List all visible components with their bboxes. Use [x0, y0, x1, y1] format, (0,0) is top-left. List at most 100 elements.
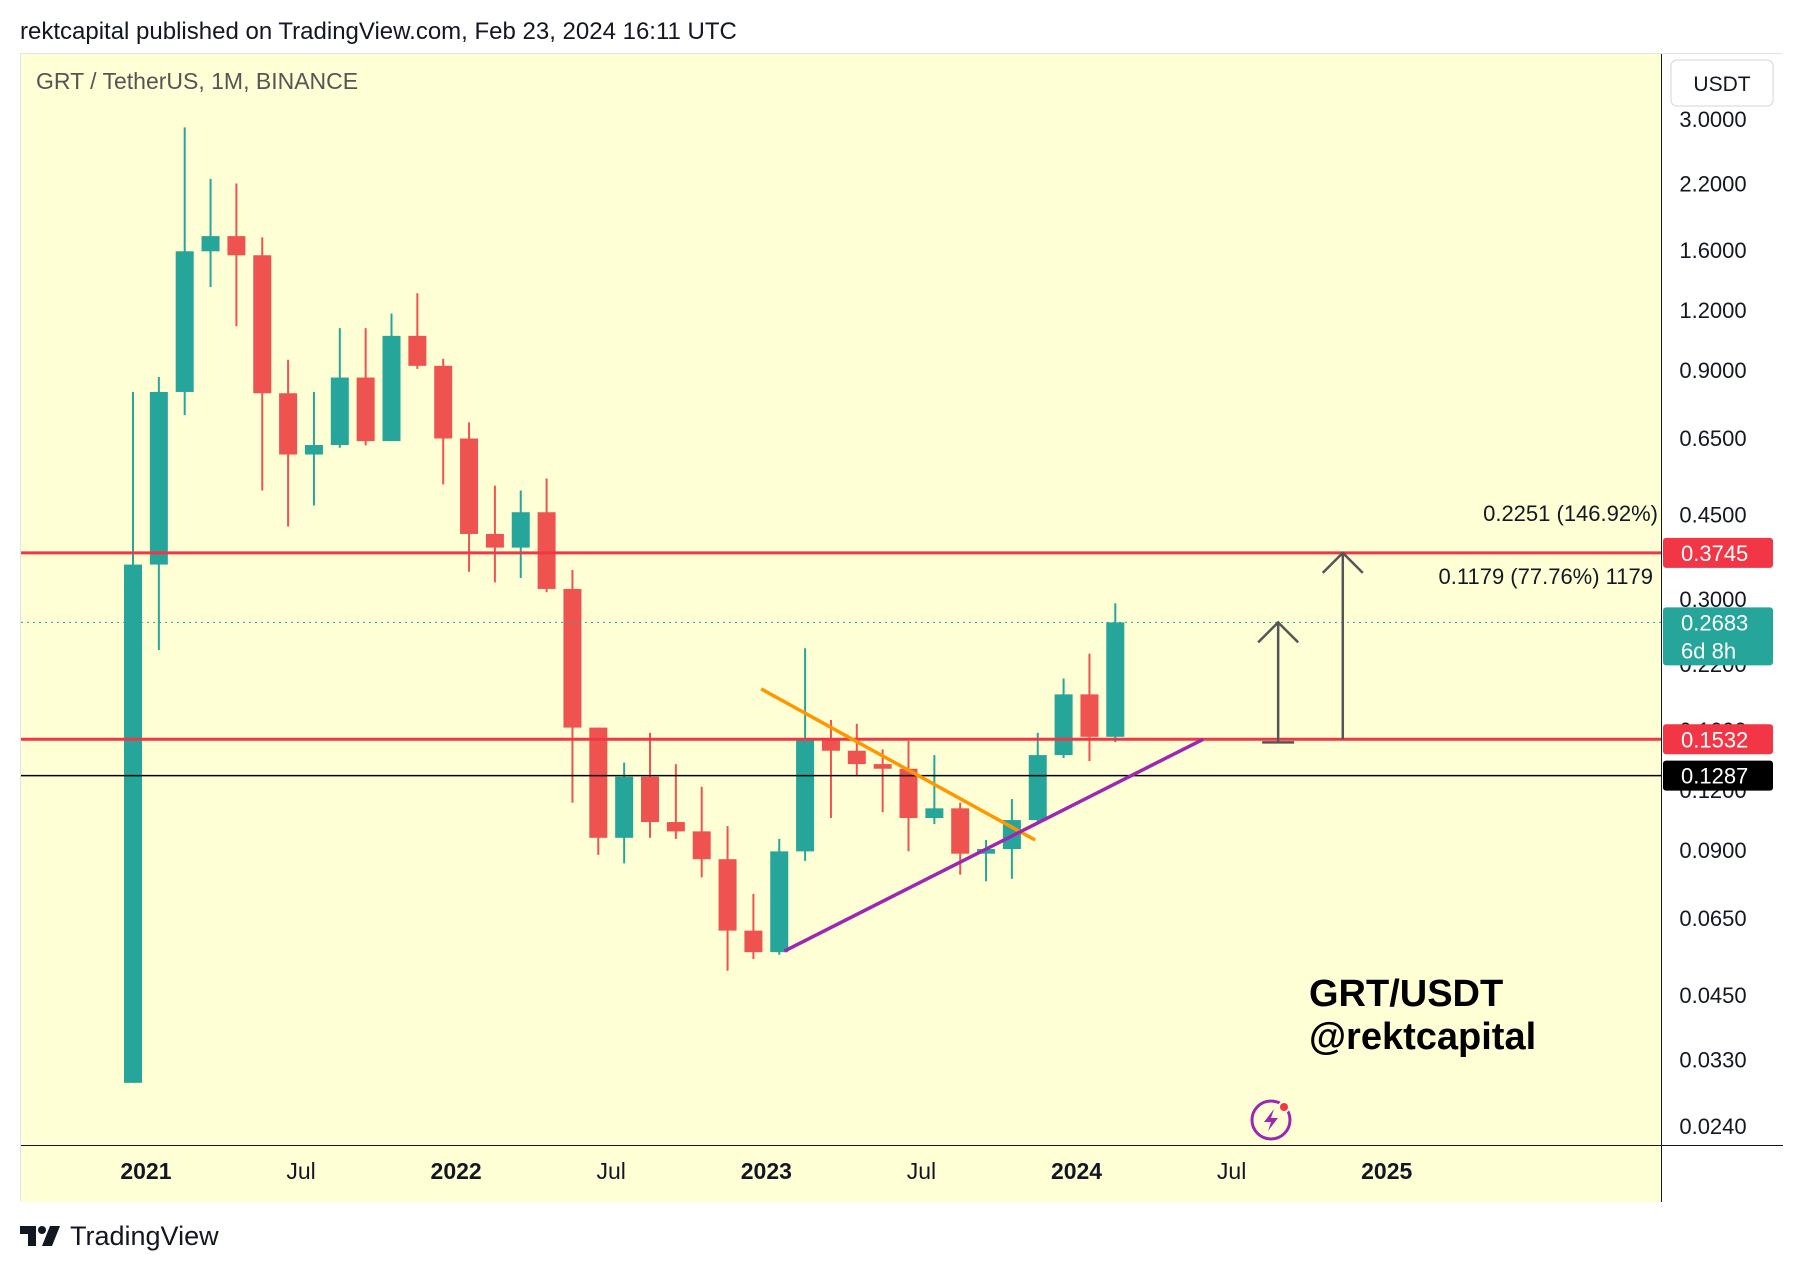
- candle-2023-01: [770, 838, 789, 955]
- currency-label[interactable]: USDT: [1693, 73, 1750, 96]
- chart-svg[interactable]: 0.1179 (77.76%) 1179 0.2251 (146.92%) 3.0…: [21, 54, 1783, 1202]
- candle-body: [1080, 694, 1099, 737]
- candle-body: [977, 849, 996, 854]
- candle-2021-10: [382, 313, 401, 442]
- candle-body: [1028, 755, 1047, 821]
- candle-2023-09: [977, 840, 996, 882]
- candle-body: [304, 445, 323, 455]
- time-tick-Jul: Jul: [907, 1158, 936, 1184]
- price-tick: 0.0900: [1679, 838, 1746, 863]
- candle-body: [382, 335, 401, 442]
- candle-body: [821, 739, 840, 751]
- measure-label: 0.2251 (146.92%): [1483, 501, 1658, 526]
- candle-2021-01: [149, 377, 168, 651]
- candle-body: [201, 236, 220, 252]
- lightning-bolt-icon[interactable]: [1250, 1099, 1292, 1141]
- measure-arrow-1[interactable]: 0.1179 (77.76%) 1179: [1257, 564, 1653, 744]
- candle-body: [925, 808, 944, 819]
- candle-2023-07: [925, 755, 944, 825]
- candle-body: [770, 851, 789, 953]
- candle-2024-01: [1080, 653, 1099, 762]
- time-tick-Jul: Jul: [1217, 1158, 1246, 1184]
- candle-body: [563, 588, 582, 728]
- price-axis[interactable]: 3.0000 2.2000 1.6000 1.2000 0.9000 0.6500 0.45…: [1662, 54, 1783, 1139]
- arrow-head: [1321, 551, 1364, 574]
- candle-2021-04: [227, 183, 246, 327]
- price-tag-0.3745: 0.3745: [1663, 537, 1773, 568]
- candle-body: [951, 808, 970, 854]
- price-tick: 0.0450: [1679, 983, 1746, 1008]
- plot-background: [21, 54, 1661, 1202]
- time-tick-2022: 2022: [431, 1158, 482, 1184]
- candle-2022-07: [615, 762, 634, 864]
- current-price-tag: 0.2683 6d 8h: [1663, 607, 1773, 666]
- time-axis[interactable]: 2021 Jul 2022 Jul 2023 Jul 2024 Jul 2025: [120, 1158, 1412, 1184]
- candle-body: [718, 859, 737, 931]
- candle-body: [899, 768, 918, 819]
- price-tick: 2.2000: [1679, 172, 1746, 197]
- price-tick: 1.2000: [1679, 298, 1746, 323]
- candle-body: [279, 393, 298, 455]
- time-tick-2024: 2024: [1051, 1158, 1102, 1184]
- candle-body: [485, 533, 504, 548]
- candle-body: [537, 512, 556, 589]
- candle-body: [356, 377, 375, 442]
- price-tick: 0.6500: [1679, 426, 1746, 451]
- candle-2022-08: [641, 732, 659, 838]
- candle-2022-01: [460, 422, 479, 572]
- candles-layer: [124, 127, 1125, 1083]
- candle-2022-04: [537, 478, 556, 593]
- tradingview-logo-icon: [20, 1226, 60, 1246]
- tradingview-brand: TradingView: [70, 1220, 219, 1251]
- time-tick-Jul: Jul: [597, 1158, 626, 1184]
- candle-2022-06: [589, 727, 608, 855]
- trendline-downtrend[interactable]: [760, 687, 1037, 842]
- time-tick-2023: 2023: [741, 1158, 792, 1184]
- candle-2024-02: [1106, 603, 1125, 743]
- candle-2022-02: [485, 485, 504, 583]
- candle-body: [615, 776, 634, 838]
- tradingview-footer[interactable]: TradingView: [20, 1218, 219, 1254]
- candle-2022-12: [744, 893, 763, 960]
- trendline-uptrend[interactable]: [783, 737, 1204, 953]
- candle-body: [124, 564, 142, 1083]
- measure-arrow-2[interactable]: 0.2251 (146.92%): [1321, 501, 1658, 740]
- candle-2023-02: [796, 648, 815, 861]
- currency-button[interactable]: USDT: [1670, 59, 1774, 107]
- candle-2021-07: [304, 391, 323, 506]
- candle-2023-05: [873, 749, 892, 813]
- candle-body: [873, 764, 892, 769]
- candle-2020-12: [124, 391, 142, 1083]
- arrow-head: [1257, 620, 1300, 644]
- candle-body: [460, 438, 479, 534]
- time-tick-2021: 2021: [120, 1158, 171, 1184]
- candle-body: [1054, 694, 1073, 756]
- time-tick-Jul: Jul: [286, 1158, 315, 1184]
- annotations-layer: 0.1179 (77.76%) 1179 0.2251 (146.92%): [760, 501, 1658, 953]
- candle-2022-05: [563, 569, 582, 803]
- candle-body: [227, 236, 246, 256]
- price-tag-0.1287: 0.1287: [1663, 760, 1773, 791]
- measure-label: 0.1179 (77.76%) 1179: [1439, 564, 1653, 589]
- levels-layer: [21, 551, 1661, 777]
- candle-body: [330, 377, 349, 446]
- price-tag-text: 0.1532: [1681, 727, 1748, 752]
- price-tick: 0.0650: [1679, 906, 1746, 931]
- candle-body: [796, 739, 815, 852]
- price-tick: 0.0240: [1679, 1114, 1746, 1139]
- price-tick: 0.4500: [1679, 503, 1746, 528]
- watermark-pair: GRT/USDT: [1309, 973, 1503, 1015]
- candle-body: [641, 776, 659, 823]
- candle-2021-05: [253, 237, 272, 491]
- candle-2021-09: [356, 328, 375, 446]
- candle-2021-11: [408, 293, 427, 369]
- chart-panel[interactable]: 0.1179 (77.76%) 1179 0.2251 (146.92%) 3.0…: [20, 53, 1783, 1202]
- candle-2022-11: [718, 826, 737, 971]
- chart-title: GRT / TetherUS, 1M, BINANCE: [36, 68, 358, 94]
- candle-2023-03: [821, 720, 840, 819]
- candle-body: [175, 251, 194, 392]
- candle-2022-03: [511, 490, 530, 578]
- candle-2021-08: [330, 328, 349, 448]
- candle-2022-10: [692, 786, 711, 878]
- publisher-header: rektcapital published on TradingView.com…: [20, 18, 737, 45]
